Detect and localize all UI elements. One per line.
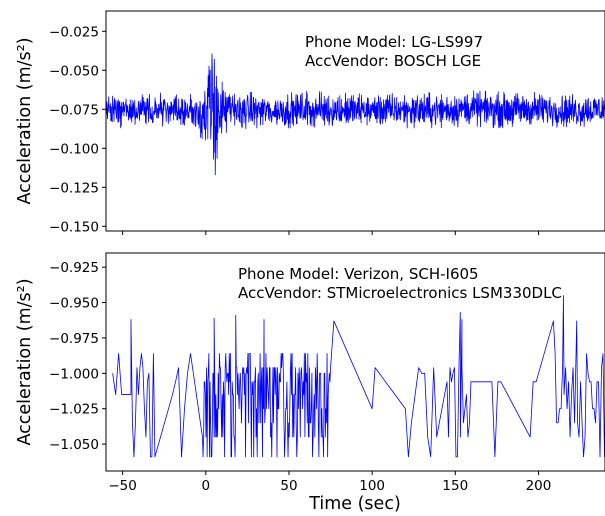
top-plot-area (106, 53, 605, 176)
y-tick-label: −1.050 (49, 437, 99, 453)
x-tick-label: 50 (280, 478, 297, 494)
bottom-x-ticks: −50 0 50 100 150 200 (108, 471, 551, 494)
y-tick-label: −0.075 (49, 102, 99, 118)
top-axes-frame (105, 10, 605, 232)
y-tick-label: −0.125 (49, 180, 99, 196)
bottom-acceleration-trace (112, 295, 605, 458)
bottom-plot-area (112, 295, 605, 458)
y-tick-label: −0.150 (49, 219, 99, 235)
x-tick-label: 0 (202, 478, 211, 494)
x-axis-label: Time (sec) (308, 494, 401, 514)
x-tick-label: 100 (359, 478, 385, 494)
bottom-y-ticks: −1.050 −1.025 −1.000 −0.975 −0.950 −0.925 (49, 260, 106, 453)
y-tick-label: −0.050 (49, 63, 99, 79)
top-panel: −0.150 −0.125 −0.100 −0.075 −0.050 −0.025 Pho… (15, 10, 605, 235)
top-y-axis-label: Acceleration (m/s²) (15, 37, 35, 204)
bottom-y-axis-label: Acceleration (m/s²) (15, 278, 35, 445)
top-annotation-vendor: AccVendor: BOSCH LGE (305, 52, 481, 70)
y-tick-label: −1.000 (49, 366, 99, 382)
top-annotation-model: Phone Model: LG-LS997 (305, 33, 483, 51)
x-tick-label: 150 (442, 478, 468, 494)
y-tick-label: −0.025 (49, 24, 99, 40)
top-acceleration-trace (106, 53, 605, 176)
bottom-panel: −1.050 −1.025 −1.000 −0.975 −0.950 −0.925 −50… (15, 252, 605, 514)
top-x-ticks (122, 231, 539, 235)
y-tick-label: −1.025 (49, 402, 99, 418)
bottom-annotation-model: Phone Model: Verizon, SCH-I605 (238, 265, 479, 283)
bottom-axes-frame (105, 252, 605, 472)
y-tick-label: −0.100 (49, 141, 99, 157)
y-tick-label: −0.950 (49, 296, 99, 312)
bottom-annotation-vendor: AccVendor: STMicroelectronics LSM330DLC (238, 284, 562, 302)
top-y-ticks: −0.150 −0.125 −0.100 −0.075 −0.050 −0.025 (49, 24, 106, 235)
x-tick-label: 200 (526, 478, 552, 494)
y-tick-label: −0.975 (49, 331, 99, 347)
y-tick-label: −0.925 (49, 260, 99, 276)
x-tick-label: −50 (108, 478, 137, 494)
